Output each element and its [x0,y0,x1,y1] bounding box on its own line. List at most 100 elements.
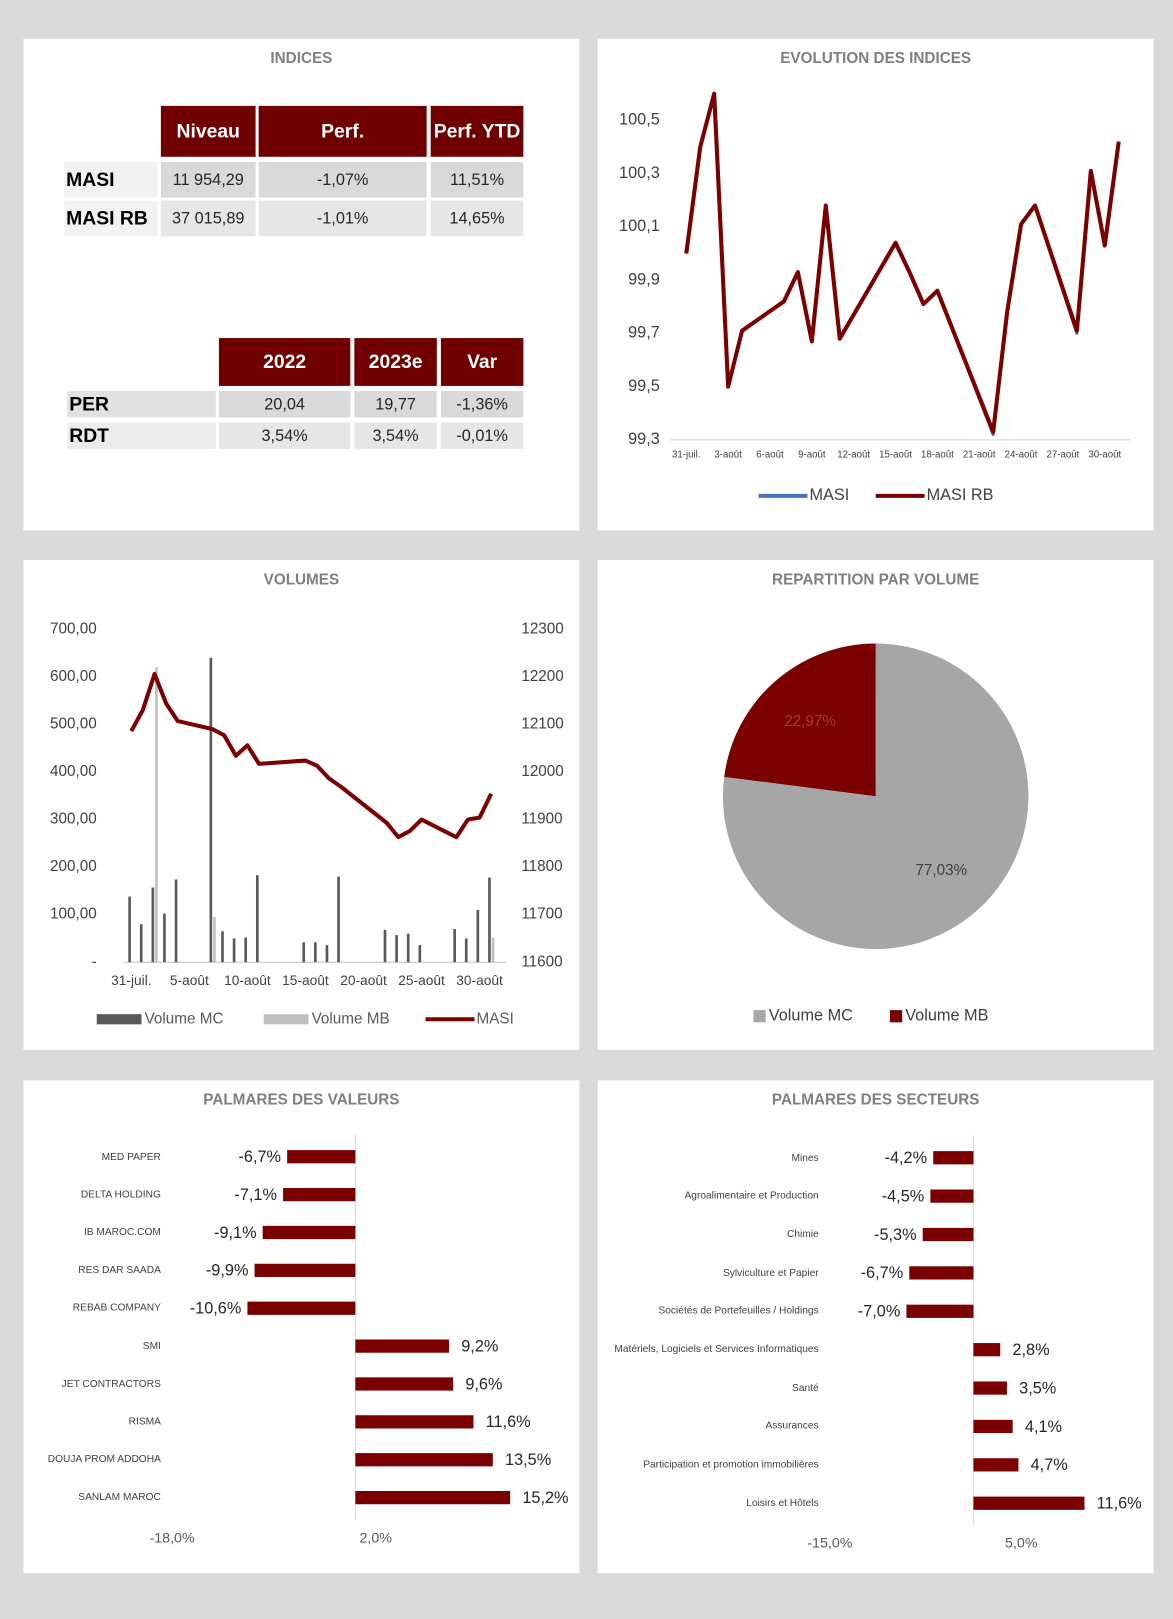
y2-tick-label: 12200 [521,668,563,685]
header-cell [430,105,524,157]
legend-label: Volume MB [905,1006,988,1024]
table-cell [440,391,524,418]
row-label-cell [64,161,158,198]
bar [491,937,495,963]
x-tick-label: 31-juil. [672,450,700,461]
value-label: -5,3% [874,1226,917,1244]
label-box: DELTA HOLDING [81,1189,161,1200]
bar [254,1263,356,1277]
category-label: REBAB COMPANY [0,1296,161,1320]
header-cell [354,338,437,386]
x-tick-label: -15,0% [807,1535,852,1551]
table-cell [354,391,437,418]
legend-label: Volume MB [312,1010,390,1027]
value-label: 15,2% [522,1489,568,1507]
bar [933,1151,974,1165]
bar [337,876,340,963]
label-box: SANLAM MAROC [0,1485,161,1509]
label-box: DOUJA PROM ADDOHA [48,1454,161,1465]
label-text: SMI [142,1340,161,1352]
bar [209,657,213,963]
bar [355,1491,511,1505]
y2-tick-label: 11600 [521,953,562,970]
category-label: RISMA [0,1410,161,1434]
table-cell [218,391,351,418]
y2-tick-label: 12000 [521,763,563,780]
cell-value: 11 954,29 [173,171,244,189]
cell-value: -0,01% [456,427,508,445]
label-box: Sociétés de Portefeuilles / Holdings [601,1299,819,1323]
x-tick-label: 21-août [963,450,996,461]
table-cell [218,422,351,450]
label-text: REBAB COMPANY [72,1302,161,1314]
bar [453,928,456,963]
bar [287,1150,356,1164]
x-tick-label: 31-juil. [111,973,151,988]
y-tick-label: 99,9 [628,270,660,288]
label-text: Sylviculture et Papier [723,1267,819,1279]
label-box: Agroalimentaire et Production [601,1184,819,1208]
cell-value: 20,04 [264,396,305,414]
label-box: MED PAPER [0,1145,161,1169]
bar [464,938,468,963]
y-tick-label: 300,00 [50,811,97,828]
cell-value: 3,54% [262,427,308,445]
bar [922,1227,974,1242]
x-tick-label: 24-août [1005,450,1038,461]
y2-tick-label: 12300 [521,620,563,637]
row-label: PER [69,393,109,415]
pie-slice [724,643,876,797]
x-tick-label: 9-août [798,450,826,461]
table-cell [160,200,256,237]
category-label: Mines [601,1146,818,1170]
chart-title: PALMARES DES VALEURS [203,1092,399,1109]
x-tick-label: 5-août [170,973,209,988]
bar [906,1304,974,1318]
y-tick-label: 400,00 [50,763,97,780]
bar [283,1187,356,1202]
value-label: -10,6% [190,1300,242,1318]
column-header: Niveau [177,120,240,142]
bar [247,1301,356,1315]
y-tick-label: 500,00 [50,715,97,732]
legend-label: MASI [477,1010,514,1027]
bar [255,875,259,963]
table-cell [160,161,256,198]
legend-swatch [263,1014,309,1025]
category-label: MED PAPER [0,1145,161,1169]
chart-title: EVOLUTION DES INDICES [780,50,971,67]
bar [909,1266,974,1280]
table-cell [354,422,437,450]
pie-slice [722,643,1029,949]
y-tick-label: 100,00 [50,906,97,923]
label-text: Sociétés de Portefeuilles / Holdings [658,1305,819,1317]
value-label: -9,9% [206,1262,249,1280]
row-label-cell [64,200,158,237]
category-label: Sociétés de Portefeuilles / Holdings [601,1299,819,1323]
bar [174,879,178,963]
label-text: Assurances [765,1420,819,1433]
bar [262,1225,356,1240]
y-tick-label: - [92,953,97,970]
label-box: RISMA [0,1410,161,1434]
category-label: Agroalimentaire et Production [601,1184,819,1208]
x-tick-label: 2,0% [359,1530,392,1546]
label-box: IB MAROC.COM [84,1227,161,1238]
legend-label: MASI [809,486,849,504]
column-header: 2023e [369,351,423,373]
bar [163,913,166,963]
label-text: Participation et promotion immobilières [643,1459,819,1471]
label-box: Participation et promotion immobilières [643,1459,819,1471]
header-cell [440,338,524,386]
y-tick-label: 200,00 [50,858,97,875]
bar [355,1453,493,1467]
category-label: SANLAM MAROC [0,1485,161,1509]
label-box: REBAB COMPANY [0,1296,161,1320]
header-cell [160,105,256,157]
bar [355,1415,474,1429]
bar [973,1458,1019,1472]
y-tick-label: 700,00 [50,620,97,637]
chart-title: VOLUMES [264,571,339,588]
bar [139,924,143,963]
